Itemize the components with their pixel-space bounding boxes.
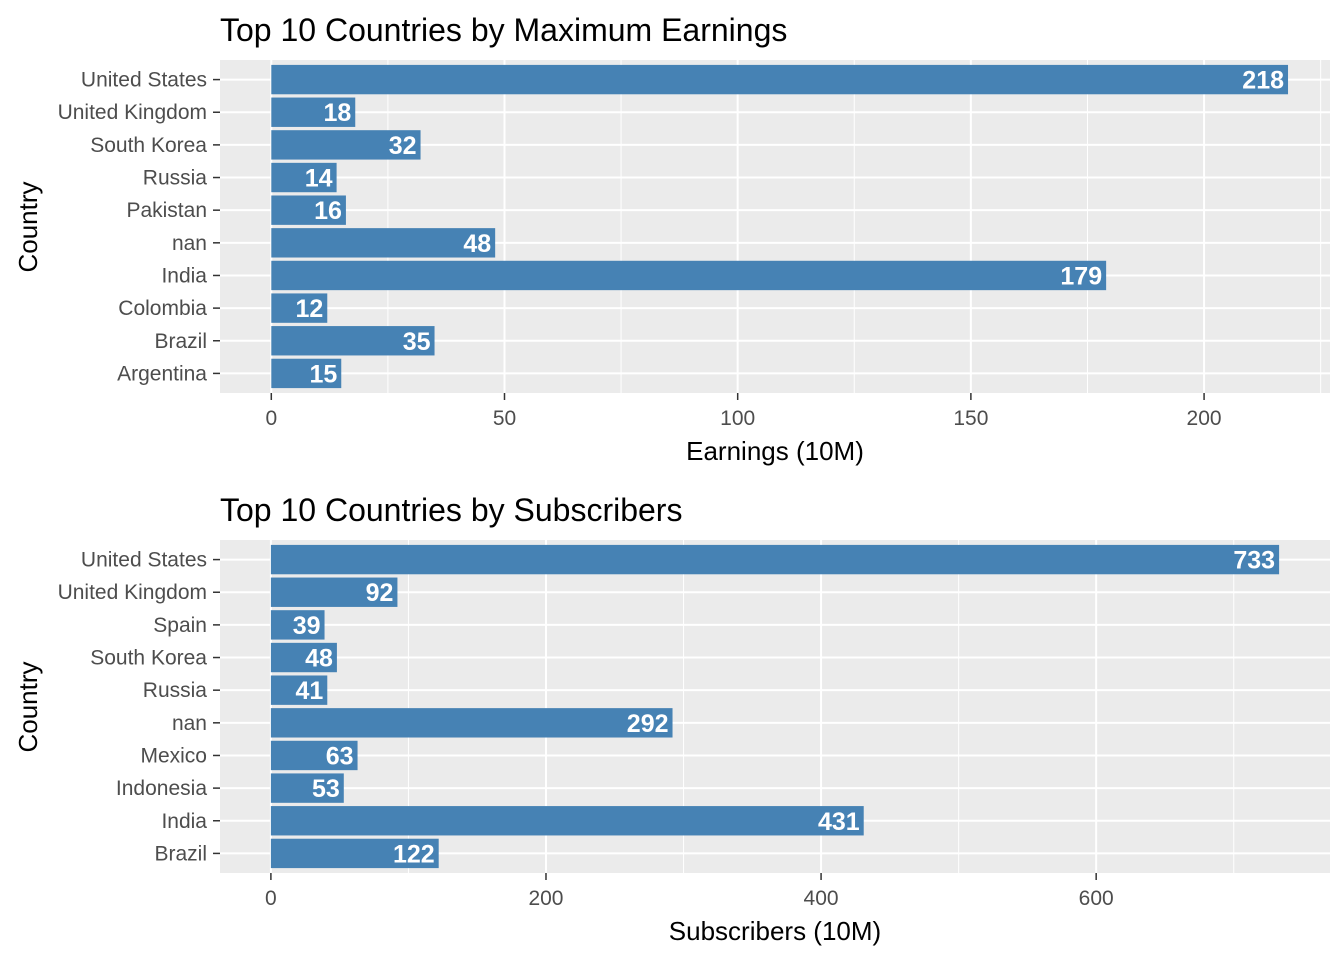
y-tick-label: Indonesia — [116, 777, 207, 800]
y-tick-label: India — [161, 264, 207, 287]
bar-value-label: 431 — [818, 808, 860, 836]
bar — [270, 806, 864, 836]
y-tick-label: United States — [81, 549, 207, 572]
bar — [271, 326, 435, 356]
x-tick-label: 600 — [1079, 887, 1114, 910]
subscribers-chart: Top 10 Countries by Subscribers 733 92 39 4… — [13, 492, 1330, 946]
bar-value-label: 12 — [295, 295, 323, 323]
bar — [271, 64, 1289, 95]
bar-value-labels: 733 92 39 48 41 292 63 53 431 122 — [293, 547, 1275, 869]
y-axis: United States United Kingdom Spain South Ko… — [58, 549, 220, 865]
bar-value-label: 39 — [293, 612, 321, 640]
x-tick-label: 200 — [528, 887, 563, 910]
bar — [270, 838, 439, 869]
y-axis-title: Country — [13, 661, 43, 752]
bar — [270, 773, 344, 803]
y-tick-label: Pakistan — [126, 199, 207, 222]
y-tick-label: Brazil — [154, 330, 207, 353]
bar-value-label: 92 — [366, 579, 394, 607]
bar — [270, 740, 358, 771]
y-tick-label: United States — [81, 69, 207, 92]
y-tick-label: nan — [172, 232, 207, 255]
bar — [270, 544, 1280, 575]
bar-value-label: 179 — [1060, 262, 1102, 290]
x-tick-label: 150 — [953, 407, 988, 430]
y-tick-label: United Kingdom — [58, 581, 207, 604]
x-tick-label: 100 — [720, 407, 755, 430]
x-tick-label: 0 — [265, 407, 277, 430]
earnings-chart: Top 10 Countries by Maximum Earnings 218… — [13, 12, 1330, 466]
y-axis-title: Country — [13, 181, 43, 272]
x-axis: 0 200 400 600 — [265, 873, 1114, 910]
bar-value-label: 218 — [1242, 67, 1284, 95]
bar-value-label: 48 — [463, 230, 491, 258]
y-tick-label: South Korea — [90, 647, 207, 670]
bar-value-label: 14 — [305, 165, 333, 193]
y-tick-label: Argentina — [117, 362, 207, 385]
y-tick-label: nan — [172, 712, 207, 735]
x-tick-label: 0 — [265, 887, 277, 910]
y-tick-label: India — [161, 810, 207, 833]
chart-title: Top 10 Countries by Subscribers — [220, 492, 682, 528]
y-tick-label: Russia — [143, 167, 208, 190]
chart-title: Top 10 Countries by Maximum Earnings — [220, 12, 787, 48]
bar — [271, 97, 356, 127]
x-axis-title: Earnings (10M) — [686, 436, 864, 466]
bar — [270, 675, 328, 705]
bar-value-label: 41 — [295, 677, 323, 705]
x-tick-label: 50 — [493, 407, 516, 430]
bar — [270, 708, 673, 738]
bar-value-label: 122 — [393, 840, 435, 868]
bar — [270, 577, 398, 607]
bar-value-label: 16 — [314, 197, 342, 225]
bar — [270, 610, 325, 640]
bar-value-label: 15 — [309, 360, 337, 388]
y-tick-label: Brazil — [154, 842, 207, 865]
bar-value-label: 733 — [1233, 547, 1275, 575]
bar — [270, 642, 337, 673]
y-tick-label: Russia — [143, 679, 208, 702]
bar — [271, 130, 421, 160]
bar — [271, 293, 328, 323]
bar-value-label: 63 — [326, 742, 354, 770]
y-tick-label: Colombia — [118, 297, 207, 320]
y-tick-label: Spain — [153, 614, 207, 637]
y-tick-label: United Kingdom — [58, 101, 207, 124]
bar — [271, 358, 342, 389]
x-axis: 0 50 100 150 200 — [265, 393, 1222, 430]
bar-value-label: 35 — [403, 328, 431, 356]
bar-value-label: 48 — [305, 645, 333, 673]
bar — [271, 162, 337, 193]
y-tick-label: South Korea — [90, 134, 207, 157]
x-axis-title: Subscribers (10M) — [669, 916, 881, 946]
bar — [271, 195, 346, 225]
bar-value-label: 18 — [323, 99, 351, 127]
bar-value-labels: 218 18 32 14 16 48 179 12 35 15 — [295, 67, 1284, 389]
y-axis: United States United Kingdom South Korea Ru… — [58, 69, 220, 385]
x-tick-label: 200 — [1187, 407, 1222, 430]
bars — [271, 64, 1289, 389]
bar-value-label: 32 — [389, 132, 417, 160]
bar-value-label: 292 — [627, 710, 669, 738]
bar — [271, 228, 496, 258]
x-tick-label: 400 — [804, 887, 839, 910]
bar-value-label: 53 — [312, 775, 340, 803]
bars — [270, 544, 1280, 869]
bar — [271, 260, 1107, 291]
y-tick-label: Mexico — [140, 744, 207, 767]
